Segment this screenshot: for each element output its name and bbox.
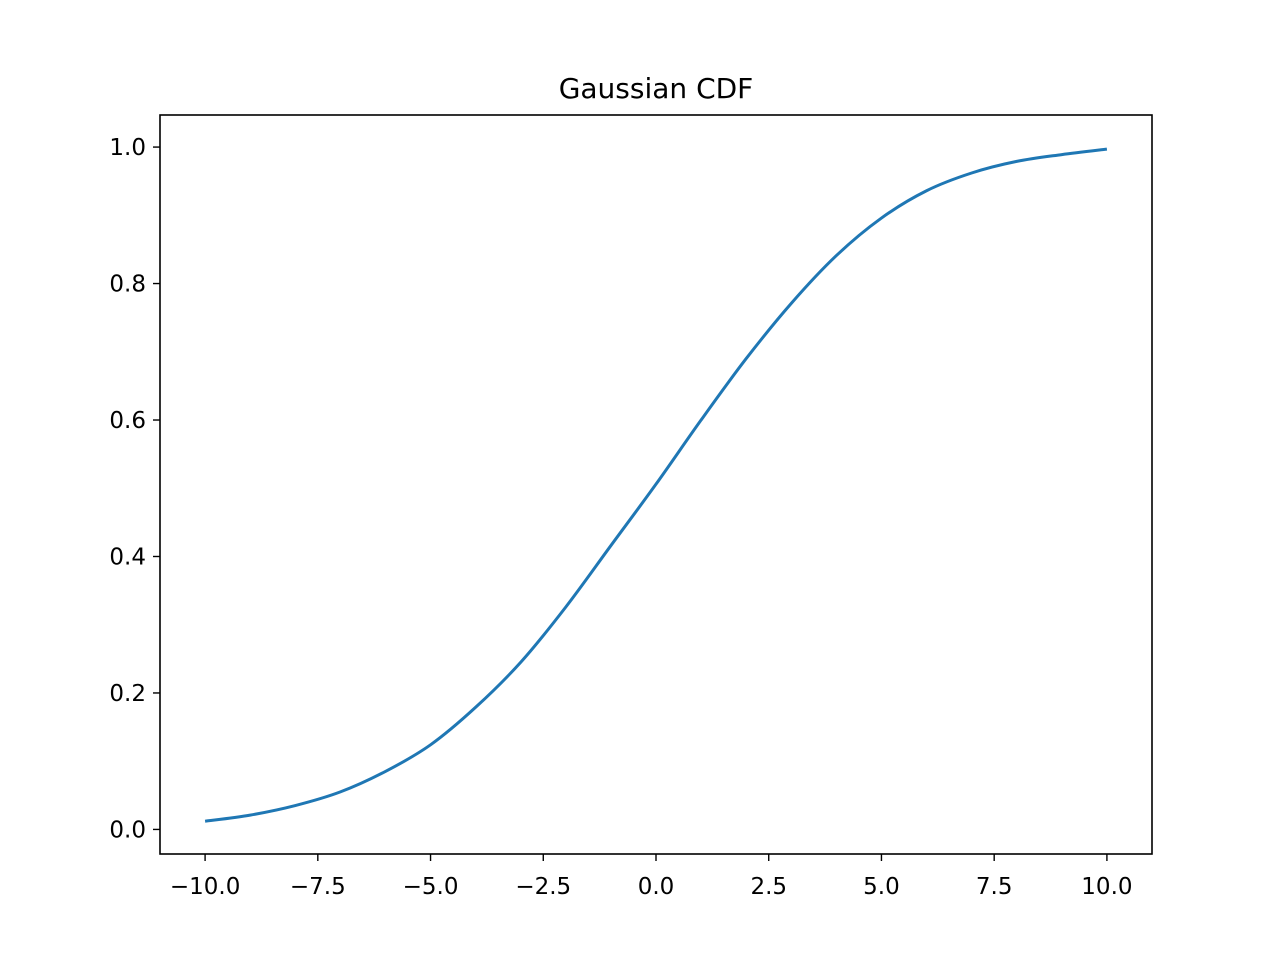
y-tick-label: 0.6 [109,408,146,434]
y-axis: 0.0 0.2 0.4 0.6 0.8 1.0 [109,135,160,843]
x-tick-label: −10.0 [170,874,240,900]
y-tick-label: 0.0 [109,817,146,843]
y-tick-label: 0.2 [109,681,146,707]
x-tick-label: 2.5 [750,874,787,900]
x-axis: −10.0 −7.5 −5.0 −2.5 0.0 2.5 5.0 7.5 10.0 [170,854,1133,900]
x-tick-label: −2.5 [515,874,571,900]
y-tick-label: 0.8 [109,272,146,298]
x-tick-label: −7.5 [290,874,346,900]
plot-frame [159,114,1153,855]
x-tick-label: −5.0 [403,874,459,900]
y-tick-label: 1.0 [109,135,146,161]
series-layer [204,147,1108,823]
x-tick-label: 5.0 [863,874,900,900]
x-tick-label: 0.0 [638,874,675,900]
chart-title: Gaussian CDF [559,72,754,105]
series-line-0 [204,147,1108,823]
x-tick-label: 10.0 [1081,874,1132,900]
y-tick-label: 0.4 [109,544,146,570]
x-tick-label: 7.5 [976,874,1013,900]
